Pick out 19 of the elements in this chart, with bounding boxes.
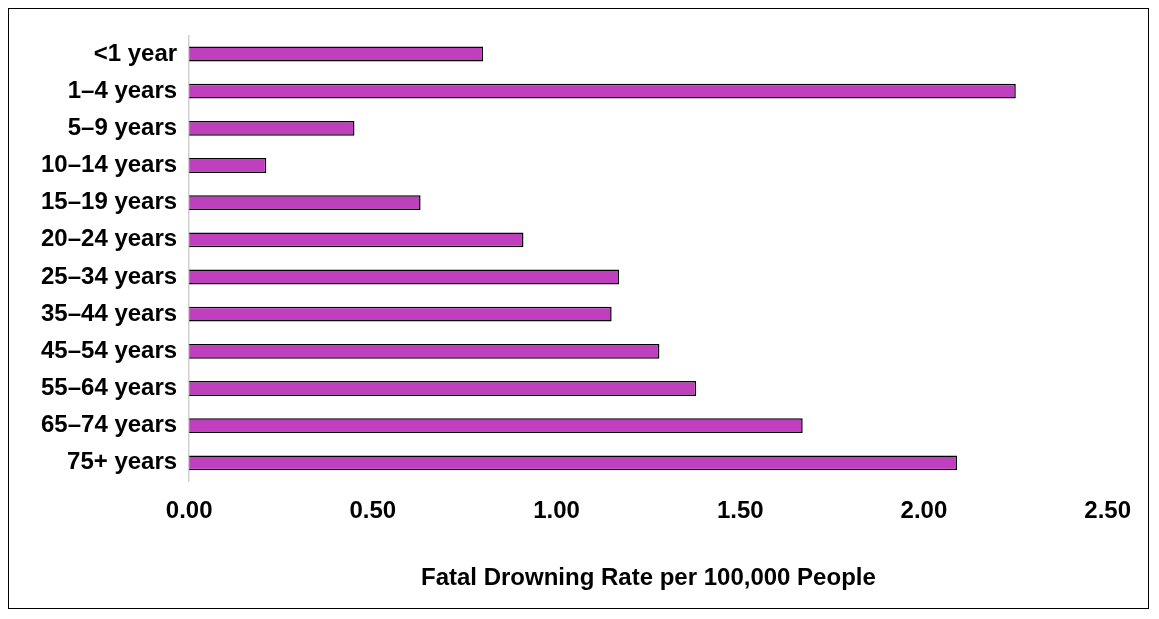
y-tick-label: 65–74 years	[41, 410, 178, 438]
y-tick-label: 15–19 years	[41, 187, 178, 215]
y-tick-label: <1 year	[93, 38, 178, 66]
y-tick-label: 35–44 years	[41, 298, 178, 326]
y-tick-label: 10–14 years	[41, 150, 178, 178]
y-tick-label: 20–24 years	[41, 224, 178, 252]
y-tick-label: 1–4 years	[67, 75, 178, 103]
x-tick-label: 2.00	[900, 496, 948, 524]
y-tick-label: 55–64 years	[41, 373, 178, 401]
y-tick-label: 75+ years	[67, 447, 178, 475]
x-tick-label: 2.50	[1084, 496, 1131, 524]
y-tick-label: 5–9 years	[67, 112, 178, 140]
x-axis-title: Fatal Drowning Rate per 100,000 People	[420, 563, 876, 591]
x-tick-label: 0.50	[349, 496, 397, 524]
x-tick-label: 1.50	[716, 496, 764, 524]
y-tick-label: 25–34 years	[41, 261, 178, 289]
x-tick-label: 0.00	[165, 496, 213, 524]
x-tick-label: 1.00	[533, 496, 580, 524]
y-tick-label: 45–54 years	[41, 335, 178, 363]
